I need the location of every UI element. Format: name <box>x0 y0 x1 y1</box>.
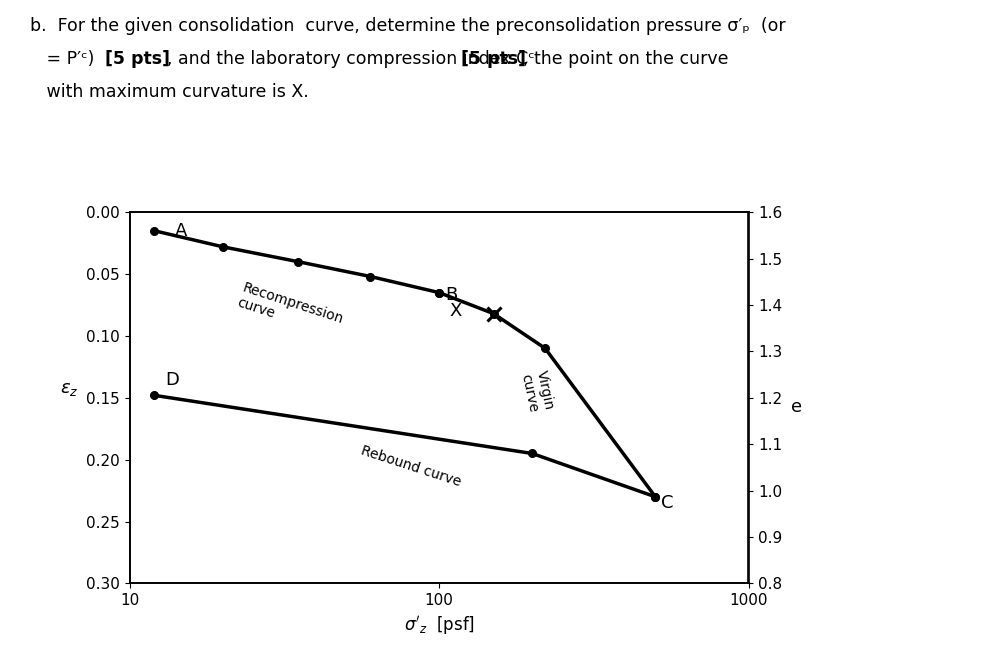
Text: = P′ᶜ): = P′ᶜ) <box>30 50 100 68</box>
Text: , and the laboratory compression index Cᶜ: , and the laboratory compression index C… <box>167 50 540 68</box>
Text: with maximum curvature is X.: with maximum curvature is X. <box>30 83 308 101</box>
Y-axis label: e: e <box>790 398 802 416</box>
Text: A: A <box>175 222 188 240</box>
Y-axis label: $\varepsilon_z$: $\varepsilon_z$ <box>60 380 79 398</box>
Text: Recompression
curve: Recompression curve <box>236 280 345 341</box>
Text: C: C <box>661 495 673 512</box>
Text: b.  For the given consolidation  curve, determine the preconsolidation pressure : b. For the given consolidation curve, de… <box>30 17 785 34</box>
Text: B: B <box>446 286 458 304</box>
Text: Rebound curve: Rebound curve <box>359 443 462 489</box>
Text: , the point on the curve: , the point on the curve <box>523 50 729 68</box>
Text: D: D <box>165 371 179 389</box>
Text: Virgin
curve: Virgin curve <box>518 369 556 414</box>
Text: [5 pts]: [5 pts] <box>461 50 526 68</box>
X-axis label: $\sigma'_z$  [psf]: $\sigma'_z$ [psf] <box>403 614 475 636</box>
Text: [5 pts]: [5 pts] <box>105 50 170 68</box>
Text: X: X <box>449 302 461 320</box>
